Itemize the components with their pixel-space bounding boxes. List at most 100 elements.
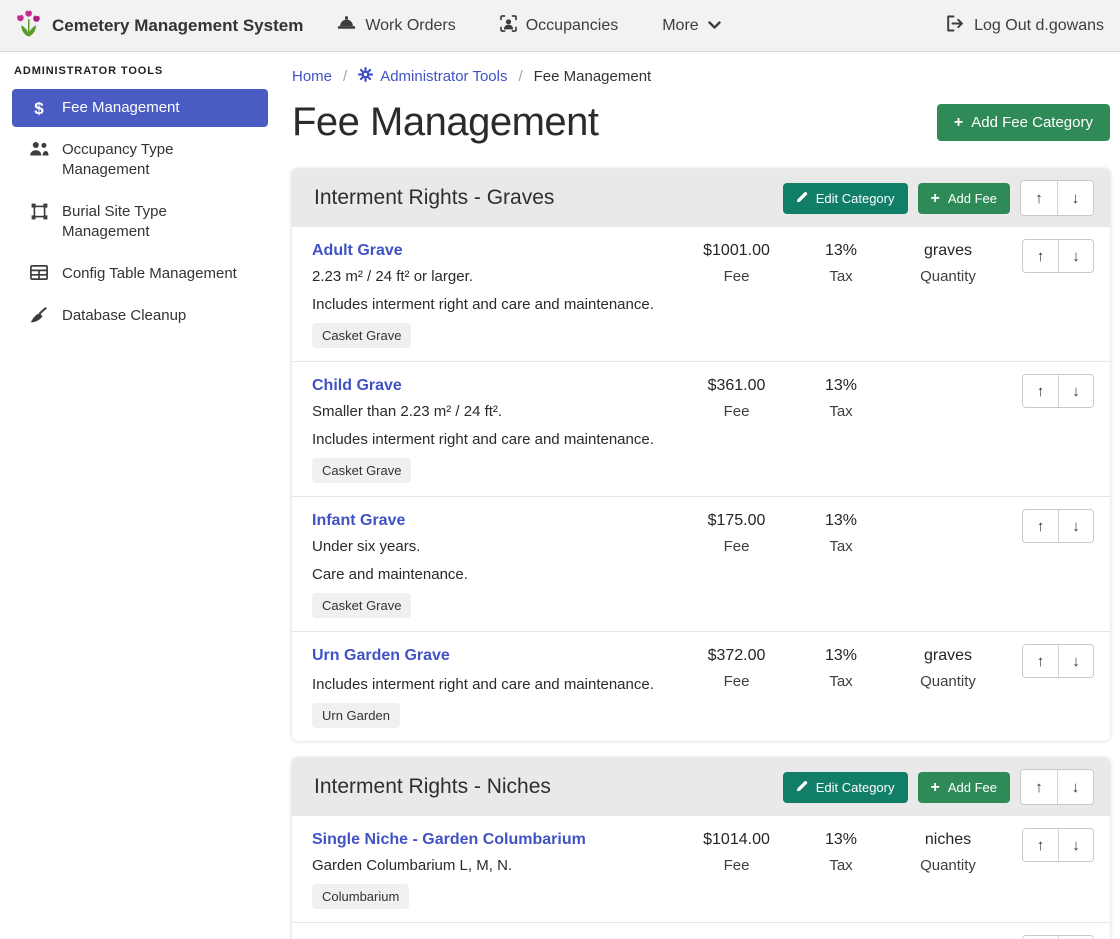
fee-row: Urn Garden Grave Includes interment righ… bbox=[292, 632, 1110, 741]
fee-tax-column: 13% Tax bbox=[806, 239, 876, 285]
gear-icon bbox=[358, 67, 373, 86]
fee-tax-value: 13% bbox=[806, 242, 876, 260]
fee-quantity-value: niches bbox=[898, 831, 998, 849]
chevron-down-icon bbox=[708, 17, 721, 35]
nav-more-label: More bbox=[662, 17, 698, 35]
add-fee-button[interactable]: + Add Fee bbox=[918, 772, 1011, 803]
nav-work-orders[interactable]: Work Orders bbox=[337, 15, 455, 36]
add-fee-button[interactable]: + Add Fee bbox=[918, 183, 1011, 214]
pencil-icon bbox=[796, 780, 808, 795]
fee-reorder-group: ↑ ↓ bbox=[1022, 239, 1094, 273]
fee-tax-value: 13% bbox=[806, 831, 876, 849]
fee-amount-label: Fee bbox=[689, 857, 784, 874]
fee-subtitle: Garden Columbarium L, M, N. bbox=[312, 857, 661, 874]
fee-details: Urn Garden Grave Includes interment righ… bbox=[312, 644, 667, 728]
add-fee-category-button[interactable]: + Add Fee Category bbox=[937, 104, 1110, 141]
add-fee-label: Add Fee bbox=[948, 191, 997, 206]
fee-quantity-label: Quantity bbox=[898, 268, 998, 285]
fee-tax-label: Tax bbox=[806, 403, 876, 420]
navbar-links: Work Orders Occupancies More bbox=[337, 15, 720, 37]
fee-subtitle: Under six years. bbox=[312, 538, 661, 555]
fee-tax-value: 13% bbox=[806, 377, 876, 395]
move-category-down-button[interactable]: ↓ bbox=[1057, 770, 1093, 804]
fee-quantity-column: graves Quantity bbox=[898, 644, 998, 690]
fee-name-link[interactable]: Urn Garden Grave bbox=[312, 647, 450, 665]
fee-reorder-group: ↑ ↓ bbox=[1022, 828, 1094, 862]
sidebar-item-occupancy-type-management[interactable]: Occupancy Type Management bbox=[12, 131, 268, 189]
edit-category-label: Edit Category bbox=[816, 780, 895, 795]
fee-type-badge: Columbarium bbox=[312, 884, 409, 909]
fee-row: Companion Niche - Garden Columbarium Gar… bbox=[292, 923, 1110, 939]
fee-row: Child Grave Smaller than 2.23 m² / 24 ft… bbox=[292, 362, 1110, 497]
logout-label: Log Out d.gowans bbox=[974, 17, 1104, 35]
move-fee-down-button[interactable]: ↓ bbox=[1058, 375, 1093, 407]
plus-icon: + bbox=[931, 781, 940, 794]
fee-tax-label: Tax bbox=[806, 673, 876, 690]
move-category-up-button[interactable]: ↑ bbox=[1021, 181, 1057, 215]
fee-reorder-group: ↑ ↓ bbox=[1022, 509, 1094, 543]
sidebar-item-config-table-management[interactable]: Config Table Management bbox=[12, 255, 268, 293]
fee-tax-column: 13% Tax bbox=[806, 935, 876, 939]
category-reorder-group: ↑ ↓ bbox=[1020, 180, 1094, 216]
fee-details: Adult Grave 2.23 m² / 24 ft² or larger. … bbox=[312, 239, 667, 348]
nav-occupancies[interactable]: Occupancies bbox=[500, 15, 619, 37]
category-reorder-group: ↑ ↓ bbox=[1020, 769, 1094, 805]
fee-tax-column: 13% Tax bbox=[806, 509, 876, 555]
fee-name-link[interactable]: Single Niche - Garden Columbarium bbox=[312, 831, 586, 849]
fee-type-badge: Casket Grave bbox=[312, 458, 411, 483]
fee-name-link[interactable]: Child Grave bbox=[312, 377, 402, 395]
move-fee-up-button[interactable]: ↑ bbox=[1023, 375, 1058, 407]
fee-amount-label: Fee bbox=[689, 673, 784, 690]
fee-amount-value: $1001.00 bbox=[689, 242, 784, 260]
fee-description: Includes interment right and care and ma… bbox=[312, 296, 661, 313]
fee-amount-column: $175.00 Fee bbox=[689, 509, 784, 555]
fee-name-link[interactable]: Infant Grave bbox=[312, 512, 405, 530]
move-category-down-button[interactable]: ↓ bbox=[1057, 181, 1093, 215]
move-fee-down-button[interactable]: ↓ bbox=[1058, 829, 1093, 861]
sidebar-heading: ADMINISTRATOR TOOLS bbox=[0, 65, 280, 77]
people-icon bbox=[29, 141, 49, 156]
fee-name-link[interactable]: Adult Grave bbox=[312, 242, 403, 260]
fee-tax-column: 13% Tax bbox=[806, 828, 876, 874]
fee-tax-value: 13% bbox=[806, 647, 876, 665]
move-fee-up-button[interactable]: ↑ bbox=[1023, 510, 1058, 542]
add-fee-category-label: Add Fee Category bbox=[971, 114, 1093, 131]
occupancy-frame-icon bbox=[500, 15, 517, 37]
move-category-up-button[interactable]: ↑ bbox=[1021, 770, 1057, 804]
fee-subtitle: 2.23 m² / 24 ft² or larger. bbox=[312, 268, 661, 285]
fee-quantity-column: graves Quantity bbox=[898, 239, 998, 285]
fee-details: Companion Niche - Garden Columbarium Gar… bbox=[312, 935, 667, 939]
edit-category-button[interactable]: Edit Category bbox=[783, 772, 908, 803]
breadcrumb-separator: / bbox=[343, 68, 347, 85]
sidebar-item-burial-site-type-management[interactable]: Burial Site Type Management bbox=[12, 193, 268, 251]
move-fee-down-button[interactable]: ↓ bbox=[1058, 240, 1093, 272]
breadcrumb-admin-tools-link[interactable]: Administrator Tools bbox=[358, 67, 507, 86]
tulip-logo-icon bbox=[16, 10, 42, 42]
nav-more[interactable]: More bbox=[662, 17, 720, 35]
fee-tax-label: Tax bbox=[806, 538, 876, 555]
category-actions: Edit Category + Add Fee ↑ ↓ bbox=[783, 180, 1094, 216]
logout-button[interactable]: Log Out d.gowans bbox=[946, 15, 1104, 37]
fee-subtitle: Smaller than 2.23 m² / 24 ft². bbox=[312, 403, 661, 420]
sidebar-item-fee-management[interactable]: $ Fee Management bbox=[12, 89, 268, 127]
fee-quantity-column: niches Quantity bbox=[898, 828, 998, 874]
breadcrumb-current: Fee Management bbox=[534, 68, 652, 85]
fee-category-header: Interment Rights - Niches Edit Category … bbox=[292, 758, 1110, 816]
move-fee-up-button[interactable]: ↑ bbox=[1023, 829, 1058, 861]
fee-tax-label: Tax bbox=[806, 268, 876, 285]
nav-occupancies-label: Occupancies bbox=[526, 17, 619, 35]
app-brand[interactable]: Cemetery Management System bbox=[16, 10, 303, 42]
breadcrumb-home-link[interactable]: Home bbox=[292, 68, 332, 85]
top-navbar: Cemetery Management System Work Orders bbox=[0, 0, 1120, 52]
move-fee-down-button[interactable]: ↓ bbox=[1058, 645, 1093, 677]
fee-quantity-value: graves bbox=[898, 647, 998, 665]
move-fee-down-button[interactable]: ↓ bbox=[1058, 510, 1093, 542]
page-title: Fee Management bbox=[292, 100, 599, 145]
fee-amount-column: $361.00 Fee bbox=[689, 374, 784, 420]
move-fee-up-button[interactable]: ↑ bbox=[1023, 645, 1058, 677]
sidebar-item-database-cleanup[interactable]: Database Cleanup bbox=[12, 297, 268, 335]
fee-details: Child Grave Smaller than 2.23 m² / 24 ft… bbox=[312, 374, 667, 483]
edit-category-button[interactable]: Edit Category bbox=[783, 183, 908, 214]
fee-category-title: Interment Rights - Niches bbox=[314, 775, 783, 799]
move-fee-up-button[interactable]: ↑ bbox=[1023, 240, 1058, 272]
